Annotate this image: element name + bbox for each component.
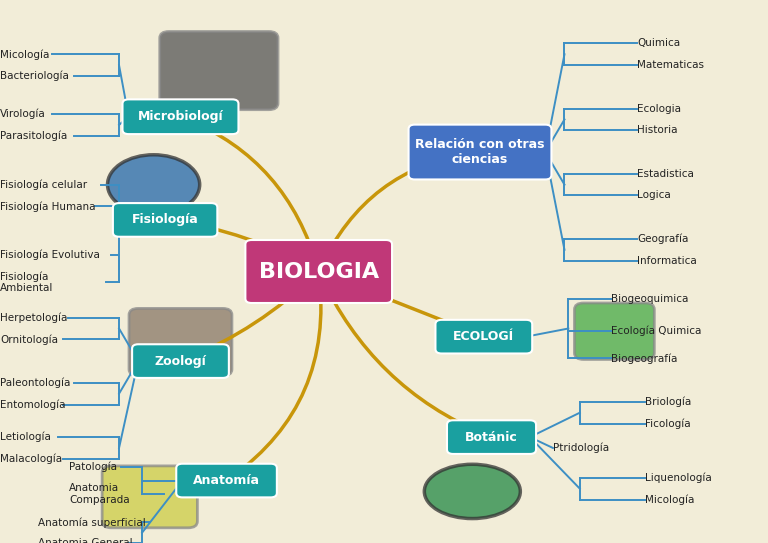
Text: Fisiología Humana: Fisiología Humana	[0, 201, 95, 212]
FancyBboxPatch shape	[447, 420, 536, 454]
Text: Fisiología
Ambiental: Fisiología Ambiental	[0, 272, 53, 293]
Text: Micología: Micología	[0, 49, 49, 60]
Text: Zoologí: Zoologí	[154, 355, 207, 368]
FancyBboxPatch shape	[132, 344, 229, 378]
Text: Biogeoquimica: Biogeoquimica	[611, 294, 688, 304]
Text: Estadistica: Estadistica	[637, 169, 694, 179]
Text: Botánic: Botánic	[465, 431, 518, 444]
Text: Quimica: Quimica	[637, 39, 680, 48]
Text: Bacteriología: Bacteriología	[0, 71, 69, 81]
FancyBboxPatch shape	[176, 464, 276, 497]
Text: Matematicas: Matematicas	[637, 60, 704, 70]
Text: Ecologia: Ecologia	[637, 104, 681, 113]
Text: BIOLOGIA: BIOLOGIA	[259, 262, 379, 281]
Ellipse shape	[424, 464, 520, 519]
Text: Virología: Virología	[0, 109, 46, 119]
Text: Anatomia
Comparada: Anatomia Comparada	[69, 483, 130, 505]
FancyBboxPatch shape	[122, 99, 238, 134]
FancyBboxPatch shape	[574, 303, 654, 359]
Text: Liquenología: Liquenología	[645, 472, 712, 483]
Text: Relación con otras
ciencias: Relación con otras ciencias	[415, 138, 545, 166]
FancyBboxPatch shape	[129, 308, 232, 376]
Text: Malacología: Malacología	[0, 453, 62, 464]
Text: Fisiología Evolutiva: Fisiología Evolutiva	[0, 250, 100, 261]
Text: Ptridología: Ptridología	[553, 443, 609, 453]
Text: Herpetología: Herpetología	[0, 312, 68, 323]
FancyBboxPatch shape	[435, 320, 532, 353]
Text: Geografía: Geografía	[637, 233, 689, 244]
FancyBboxPatch shape	[409, 125, 551, 179]
Text: Paleontología: Paleontología	[0, 377, 71, 388]
Text: Anatomía: Anatomía	[193, 474, 260, 487]
Text: Letiología: Letiología	[0, 432, 51, 443]
FancyBboxPatch shape	[102, 466, 197, 528]
Text: Ecología Quimica: Ecología Quimica	[611, 326, 701, 337]
Ellipse shape	[108, 155, 200, 214]
Text: Historia: Historia	[637, 125, 678, 135]
Text: Anatomía superficial: Anatomía superficial	[38, 517, 146, 528]
Text: Microbiologí: Microbiologí	[137, 110, 223, 123]
FancyBboxPatch shape	[246, 240, 392, 303]
FancyBboxPatch shape	[113, 203, 217, 237]
Text: Logica: Logica	[637, 191, 671, 200]
Text: Patología: Patología	[69, 462, 117, 472]
Text: ECOLOGÍ: ECOLOGÍ	[453, 330, 515, 343]
Text: Fisiología: Fisiología	[132, 213, 198, 226]
Text: Micología: Micología	[645, 494, 694, 505]
Text: Biogeografía: Biogeografía	[611, 353, 677, 364]
Text: Ornitología: Ornitología	[0, 334, 58, 345]
Text: Parasitología: Parasitología	[0, 130, 68, 141]
FancyBboxPatch shape	[160, 31, 278, 110]
Text: Anatomia General: Anatomia General	[38, 538, 133, 543]
Text: Briología: Briología	[645, 396, 691, 407]
Text: Entomología: Entomología	[0, 399, 65, 410]
Text: Informatica: Informatica	[637, 256, 697, 266]
Text: Fisiología celular: Fisiología celular	[0, 179, 87, 190]
Text: Ficología: Ficología	[645, 418, 690, 429]
